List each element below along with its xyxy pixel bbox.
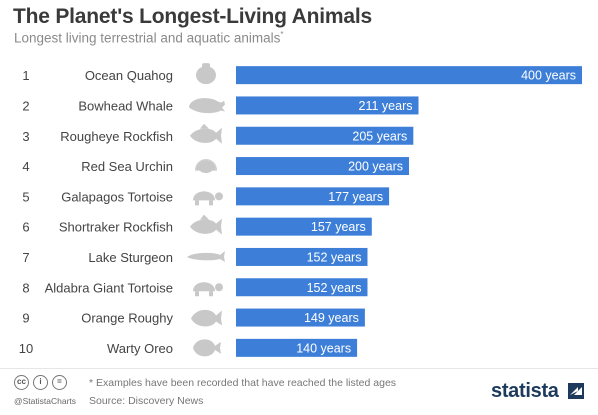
category-label: Orange Roughy xyxy=(81,311,173,326)
rank-label: 9 xyxy=(22,311,29,326)
urchin-icon xyxy=(195,159,217,174)
bar xyxy=(236,157,409,176)
bar xyxy=(236,66,582,85)
category-label: Shortraker Rockfish xyxy=(59,220,173,235)
rockfish-icon xyxy=(190,214,222,235)
roughy-icon xyxy=(191,309,222,327)
twitter-handle: @StatistaCharts xyxy=(14,396,77,406)
subtitle-text: Longest living terrestrial and aquatic a… xyxy=(14,30,281,46)
bar-chart: 1 Ocean Quahog 400 years 2 Bowhead Whale 211 … xyxy=(19,63,582,357)
bar xyxy=(236,308,365,327)
data-label: 149 years xyxy=(304,311,359,325)
source-note: Source: Discovery News xyxy=(89,395,204,407)
data-label: 211 years xyxy=(359,99,413,113)
bar xyxy=(236,217,372,236)
category-label: Galapagos Tortoise xyxy=(61,189,173,204)
rockfish-icon xyxy=(190,123,222,144)
by-icon: i xyxy=(33,375,48,390)
category-label: Red Sea Urchin xyxy=(81,159,173,174)
data-label: 200 years xyxy=(348,160,403,174)
nd-icon: = xyxy=(52,375,67,390)
rank-label: 8 xyxy=(22,280,29,295)
cc-icon: cc xyxy=(14,375,29,390)
tortoise-icon xyxy=(193,282,223,297)
data-label: 157 years xyxy=(311,220,366,234)
data-label: 140 years xyxy=(296,341,351,355)
category-label: Ocean Quahog xyxy=(85,68,173,83)
bar xyxy=(236,278,368,297)
rank-label: 5 xyxy=(22,189,29,204)
rank-label: 3 xyxy=(22,129,29,144)
data-label: 152 years xyxy=(307,281,362,295)
whale-icon xyxy=(189,98,225,114)
chart-title: The Planet's Longest-Living Animals xyxy=(13,5,372,28)
footer-divider xyxy=(0,368,598,369)
rank-label: 10 xyxy=(19,341,33,356)
bar xyxy=(236,126,414,145)
rank-label: 6 xyxy=(22,220,29,235)
data-label: 177 years xyxy=(328,190,383,204)
rank-label: 7 xyxy=(22,250,29,265)
bar xyxy=(236,96,419,115)
sturgeon-icon xyxy=(187,250,225,262)
rank-label: 1 xyxy=(22,68,29,83)
tortoise-icon xyxy=(193,191,223,206)
category-label: Rougheye Rockfish xyxy=(60,129,173,144)
data-label: 400 years xyxy=(521,69,576,83)
data-label: 152 years xyxy=(307,250,362,264)
rank-label: 2 xyxy=(22,98,29,113)
bar xyxy=(236,187,390,206)
bar xyxy=(236,247,368,266)
oreo-icon xyxy=(193,339,221,357)
statista-logo[interactable]: statista xyxy=(491,380,559,402)
rank-label: 4 xyxy=(22,159,29,174)
statista-logo-icon xyxy=(568,383,584,399)
subtitle-footnote-mark: * xyxy=(280,30,284,39)
footnote: * Examples have been recorded that have … xyxy=(89,377,397,389)
category-label: Aldabra Giant Tortoise xyxy=(45,280,173,295)
data-label: 205 years xyxy=(352,129,407,143)
clam-icon xyxy=(196,63,216,85)
bar xyxy=(236,338,358,357)
category-label: Warty Oreo xyxy=(107,341,173,356)
license-icons: cc i = xyxy=(14,375,71,393)
chart-subtitle: Longest living terrestrial and aquatic a… xyxy=(14,30,284,46)
category-label: Bowhead Whale xyxy=(78,98,173,113)
category-label: Lake Sturgeon xyxy=(88,250,173,265)
